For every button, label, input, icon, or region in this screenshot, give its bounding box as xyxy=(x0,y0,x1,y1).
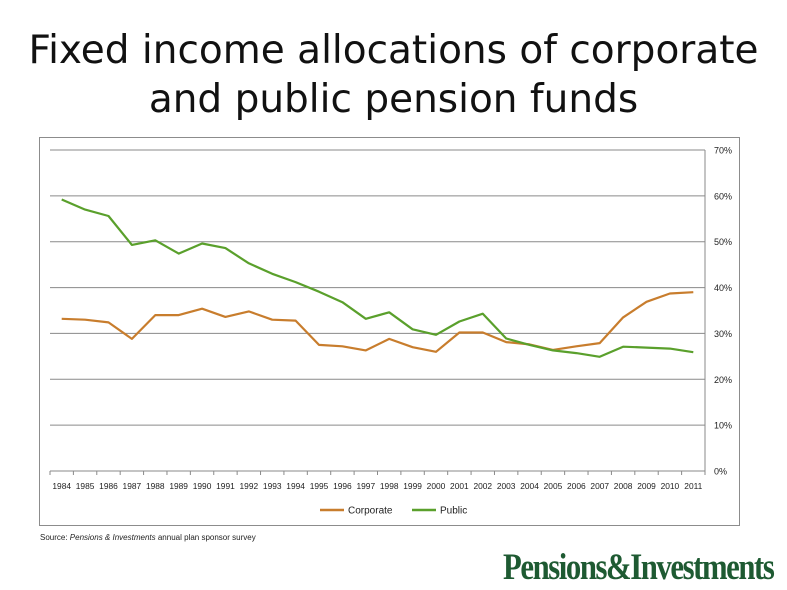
y-tick-label: 40% xyxy=(714,283,732,293)
series-line-public xyxy=(61,198,694,358)
x-tick-label: 1998 xyxy=(380,481,399,491)
x-tick-label: 1985 xyxy=(76,481,95,491)
y-tick-label: 70% xyxy=(714,146,732,156)
x-tick-label: 2010 xyxy=(661,481,680,491)
x-tick-label: 2009 xyxy=(637,481,656,491)
y-tick-label: 0% xyxy=(714,467,727,477)
x-tick-label: 2004 xyxy=(520,481,539,491)
x-tick-label: 2003 xyxy=(497,481,516,491)
series-line-corporate xyxy=(61,291,694,353)
x-tick-label: 1994 xyxy=(286,481,305,491)
x-tick-label: 2007 xyxy=(590,481,609,491)
x-tick-label: 2008 xyxy=(614,481,633,491)
y-tick-label: 50% xyxy=(714,237,732,247)
y-tick-label: 10% xyxy=(714,421,732,431)
x-tick-label: 1987 xyxy=(123,481,142,491)
x-tick-label: 1997 xyxy=(356,481,375,491)
source-publication: Pensions & Investments xyxy=(69,533,156,542)
x-tick-label: 1996 xyxy=(333,481,352,491)
chart-frame: 0% 10% 20% 30% 40% 50% 60% 70% 1984 1985 1986 1987 1… xyxy=(39,137,740,526)
slide-title: Fixed income allocations of corporate an… xyxy=(0,26,787,124)
source-suffix: annual plan sponsor survey xyxy=(155,533,256,542)
x-tick-label: 1991 xyxy=(216,481,235,491)
publisher-logo: Pensions&Investments xyxy=(503,547,775,588)
x-tick-label: 2011 xyxy=(684,481,702,491)
x-tick-label: 2000 xyxy=(427,481,446,491)
x-tick-label: 1989 xyxy=(169,481,188,491)
source-note: Source: Pensions & Investments annual pl… xyxy=(40,533,256,542)
y-tick-label: 60% xyxy=(714,191,732,201)
title-line-1: Fixed income allocations of corporate xyxy=(28,28,759,73)
legend-label-public: Public xyxy=(440,506,467,517)
x-tick-label: 1992 xyxy=(240,481,259,491)
line-chart: 0% 10% 20% 30% 40% 50% 60% 70% 1984 1985 1986 1987 1… xyxy=(49,146,732,517)
source-prefix: Source: xyxy=(40,533,70,542)
x-tick-label: 1986 xyxy=(99,481,118,491)
title-line-2: and public pension funds xyxy=(148,77,639,122)
x-tick-label: 1995 xyxy=(310,481,329,491)
x-tick-label: 1990 xyxy=(193,481,212,491)
x-tick-label: 2005 xyxy=(544,481,563,491)
x-tick-label: 1993 xyxy=(263,481,282,491)
legend-label-corporate: Corporate xyxy=(348,506,393,517)
x-tick-label: 2002 xyxy=(473,481,492,491)
y-tick-label: 30% xyxy=(714,329,732,339)
x-tick-label: 2001 xyxy=(450,481,469,491)
x-tick-label: 1988 xyxy=(146,481,165,491)
x-tick-label: 1999 xyxy=(403,481,422,491)
y-tick-label: 20% xyxy=(714,375,732,385)
x-tick-label: 2006 xyxy=(567,481,586,491)
x-tick-label: 1984 xyxy=(52,481,71,491)
